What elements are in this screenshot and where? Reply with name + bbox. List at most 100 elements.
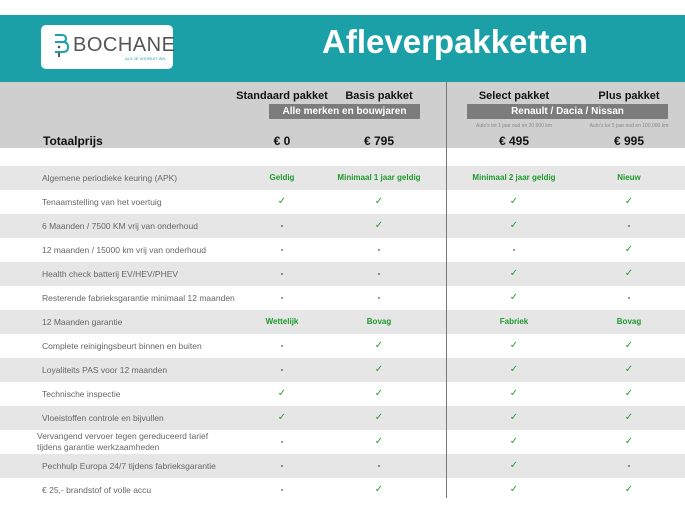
check-icon: ✓ bbox=[509, 484, 519, 495]
check-icon: ✓ bbox=[374, 388, 384, 399]
feature-label: Health check batterij EV/HEV/PHEV bbox=[42, 268, 179, 279]
table-row: Health check batterij EV/HEV/PHEV - - ✓ ✓ bbox=[0, 262, 685, 286]
logo-tagline: ALS JE VOORUIT WIL bbox=[125, 56, 166, 61]
header-banner: BOCHANE ALS JE VOORUIT WIL Afleverpakket… bbox=[0, 15, 685, 82]
check-icon: ✓ bbox=[509, 292, 519, 303]
not-included-dash: - bbox=[627, 293, 631, 302]
check-icon: ✓ bbox=[624, 364, 634, 375]
package-name: Standaard pakket bbox=[236, 90, 328, 102]
check-icon: ✓ bbox=[509, 220, 519, 231]
table-row: Loyaliteits PAS voor 12 maanden - ✓ ✓ ✓ bbox=[0, 358, 685, 382]
not-included-dash: - bbox=[377, 293, 381, 302]
check-icon: ✓ bbox=[509, 340, 519, 351]
feature-value: Nieuw bbox=[617, 173, 641, 182]
not-included-dash: - bbox=[280, 269, 284, 278]
feature-label: Resterende fabrieksgarantie minimaal 12 … bbox=[42, 292, 235, 303]
feature-label: Vloeistoffen controle en bijvullen bbox=[42, 412, 164, 423]
table-row: 12 Maanden garantie Wettelijk Bovag Fabriek… bbox=[0, 310, 685, 334]
feature-label: Complete reinigingsbeurt binnen en buite… bbox=[42, 340, 202, 351]
not-included-dash: - bbox=[280, 293, 284, 302]
check-icon: ✓ bbox=[624, 484, 634, 495]
check-icon: ✓ bbox=[374, 364, 384, 375]
check-icon: ✓ bbox=[624, 412, 634, 423]
check-icon: ✓ bbox=[509, 388, 519, 399]
table-row: Algemene periodieke keuring (APK) Geldig M… bbox=[0, 166, 685, 190]
feature-value: Geldig bbox=[269, 173, 295, 182]
not-included-dash: - bbox=[627, 461, 631, 470]
not-included-dash: - bbox=[280, 365, 284, 374]
table-row: € 25,- brandstof of volle accu - ✓ ✓ ✓ bbox=[0, 478, 685, 502]
feature-value: Bovag bbox=[366, 317, 392, 326]
package-name: Plus pakket bbox=[598, 90, 660, 102]
check-icon: ✓ bbox=[509, 412, 519, 423]
check-icon: ✓ bbox=[509, 460, 519, 471]
feature-label: Vervangend vervoer tegen gereduceerd tar… bbox=[37, 431, 209, 452]
group-label: Alle merken en bouwjaren bbox=[269, 104, 420, 119]
package-note: Auto's tot 1 jaar oud en 20.000 km bbox=[475, 123, 553, 129]
table-row: 6 Maanden / 7500 KM vrij van onderhoud - ✓… bbox=[0, 214, 685, 238]
check-icon: ✓ bbox=[509, 196, 519, 207]
table-row: 12 maanden / 15000 km vrij van onderhoud… bbox=[0, 238, 685, 262]
package-name: Basis pakket bbox=[345, 90, 413, 102]
table-row: Tenaamstelling van het voertuig ✓ ✓ ✓ ✓ bbox=[0, 190, 685, 214]
check-icon: ✓ bbox=[624, 196, 634, 207]
not-included-dash: - bbox=[280, 437, 284, 446]
check-icon: ✓ bbox=[624, 436, 634, 447]
page-title: Afleverpakketten bbox=[322, 23, 588, 60]
table-row: Technische inspectie ✓ ✓ ✓ ✓ bbox=[0, 382, 685, 406]
not-included-dash: - bbox=[627, 221, 631, 230]
table-row: Vervangend vervoer tegen gereduceerd tar… bbox=[0, 430, 685, 454]
feature-label: Technische inspectie bbox=[42, 388, 121, 399]
feature-table: Algemene periodieke keuring (APK) Geldig M… bbox=[0, 166, 685, 502]
check-icon: ✓ bbox=[509, 268, 519, 279]
check-icon: ✓ bbox=[374, 436, 384, 447]
check-icon: ✓ bbox=[277, 388, 287, 399]
feature-label: 12 maanden / 15000 km vrij van onderhoud bbox=[42, 244, 206, 255]
package-header: Standaard pakket Basis pakket Select pak… bbox=[0, 82, 685, 148]
package-price: € 0 bbox=[273, 134, 291, 148]
feature-label: 6 Maanden / 7500 KM vrij van onderhoud bbox=[42, 220, 198, 231]
check-icon: ✓ bbox=[624, 268, 634, 279]
package-price: € 795 bbox=[363, 134, 395, 148]
package-note: Auto's tot 5 jaar oud en 100.000 km bbox=[589, 123, 669, 129]
check-icon: ✓ bbox=[277, 412, 287, 423]
feature-value: Minimaal 2 jaar geldig bbox=[472, 173, 556, 182]
table-row: Complete reinigingsbeurt binnen en buite… bbox=[0, 334, 685, 358]
check-icon: ✓ bbox=[374, 340, 384, 351]
check-icon: ✓ bbox=[277, 196, 287, 207]
bochane-logo: BOCHANE ALS JE VOORUIT WIL bbox=[41, 25, 176, 69]
not-included-dash: - bbox=[280, 341, 284, 350]
feature-label: € 25,- brandstof of volle accu bbox=[42, 484, 152, 495]
feature-label: Pechhulp Europa 24/7 tijdens fabrieksgar… bbox=[42, 460, 216, 471]
logo-text: BOCHANE bbox=[73, 34, 176, 56]
table-row: Vloeistoffen controle en bijvullen ✓ ✓ ✓ ✓ bbox=[0, 406, 685, 430]
feature-value: Minimaal 1 jaar geldig bbox=[337, 173, 421, 182]
not-included-dash: - bbox=[377, 461, 381, 470]
not-included-dash: - bbox=[280, 461, 284, 470]
not-included-dash: - bbox=[280, 485, 284, 494]
feature-label: 12 Maanden garantie bbox=[42, 316, 123, 327]
table-row: Pechhulp Europa 24/7 tijdens fabrieksgar… bbox=[0, 454, 685, 478]
feature-label: Loyaliteits PAS voor 12 maanden bbox=[42, 364, 168, 375]
column-divider bbox=[446, 82, 447, 498]
not-included-dash: - bbox=[377, 269, 381, 278]
feature-value: Bovag bbox=[616, 317, 642, 326]
not-included-dash: - bbox=[280, 245, 284, 254]
check-icon: ✓ bbox=[624, 340, 634, 351]
package-price: € 495 bbox=[498, 134, 530, 148]
package-name: Select pakket bbox=[478, 90, 550, 102]
check-icon: ✓ bbox=[374, 484, 384, 495]
group-label: Renault / Dacia / Nissan bbox=[467, 104, 668, 119]
feature-label: Tenaamstelling van het voertuig bbox=[42, 196, 162, 207]
not-included-dash: - bbox=[512, 245, 516, 254]
check-icon: ✓ bbox=[624, 244, 634, 255]
check-icon: ✓ bbox=[374, 412, 384, 423]
check-icon: ✓ bbox=[509, 364, 519, 375]
feature-value: Fabriek bbox=[499, 317, 529, 326]
check-icon: ✓ bbox=[624, 388, 634, 399]
check-icon: ✓ bbox=[509, 436, 519, 447]
total-label: Totaalprijs bbox=[43, 134, 103, 148]
check-icon: ✓ bbox=[374, 220, 384, 231]
not-included-dash: - bbox=[280, 221, 284, 230]
table-row: Resterende fabrieksgarantie minimaal 12 … bbox=[0, 286, 685, 310]
